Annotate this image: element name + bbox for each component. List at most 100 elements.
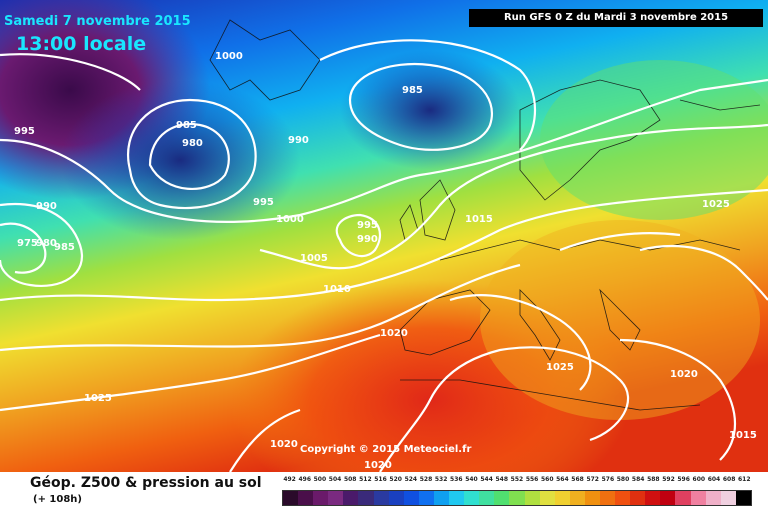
scale-tick-label: 520 bbox=[389, 476, 402, 483]
scale-swatch bbox=[464, 491, 480, 505]
pressure-label: 985 bbox=[402, 85, 423, 96]
pressure-label: 990 bbox=[36, 201, 57, 212]
geopotential-map: 1000 985 995 985 980 990 995 990 975 980… bbox=[0, 0, 768, 472]
scale-swatch bbox=[449, 491, 465, 505]
scale-tick-label: 588 bbox=[647, 476, 660, 483]
pressure-label: 1020 bbox=[364, 460, 392, 471]
scale-tick-label: 504 bbox=[328, 476, 342, 483]
product-title: Géop. Z500 & pression au sol bbox=[30, 475, 262, 491]
scale-tick-label: 604 bbox=[707, 476, 721, 483]
scale-tick-label: 584 bbox=[631, 476, 645, 483]
pressure-label: 990 bbox=[357, 234, 378, 245]
scale-swatch bbox=[720, 491, 736, 505]
pressure-label: 985 bbox=[54, 242, 75, 253]
scale-swatch bbox=[479, 491, 495, 505]
scale-tick-label: 544 bbox=[480, 476, 493, 483]
forecast-time: 13:00 locale bbox=[16, 33, 147, 55]
scale-swatch bbox=[509, 491, 525, 505]
scale-tick-label: 548 bbox=[495, 476, 509, 483]
scale-tick-label: 540 bbox=[465, 476, 478, 483]
scale-swatch bbox=[418, 491, 434, 505]
scale-tick-label: 516 bbox=[374, 476, 387, 483]
scale-swatch bbox=[433, 491, 450, 505]
pressure-label: 995 bbox=[357, 220, 378, 231]
legend-bar: Géop. Z500 & pression au sol (+ 108h) 49… bbox=[0, 472, 768, 512]
pressure-label: 1020 bbox=[670, 369, 698, 380]
pressure-label: 1025 bbox=[702, 199, 730, 210]
scale-swatch bbox=[388, 491, 404, 505]
scale-tick-label: 508 bbox=[343, 476, 357, 483]
scale-swatch bbox=[705, 491, 721, 505]
scale-tick-label: 500 bbox=[313, 476, 327, 483]
pressure-label: 1025 bbox=[84, 393, 112, 404]
scale-tick-label: 596 bbox=[677, 476, 690, 483]
scale-tick-label: 532 bbox=[434, 476, 448, 483]
pressure-label: 1000 bbox=[276, 214, 304, 225]
pressure-label: 995 bbox=[253, 197, 274, 208]
scale-ticks: 492 496 500 504 508 512 516 520 524 528 532 536 540 5… bbox=[282, 476, 752, 488]
scale-tick-label: 572 bbox=[586, 476, 599, 483]
scale-tick-label: 524 bbox=[404, 476, 418, 483]
isobars bbox=[0, 39, 768, 472]
pressure-label: 990 bbox=[288, 135, 309, 146]
scale-tick-label: 536 bbox=[450, 476, 463, 483]
scale-tick-label: 580 bbox=[616, 476, 630, 483]
scale-swatches bbox=[282, 490, 752, 506]
scale-swatch bbox=[298, 491, 314, 505]
scale-swatch bbox=[524, 491, 540, 505]
pressure-labels: 1000 985 995 985 980 990 995 990 975 980… bbox=[14, 51, 757, 471]
scale-swatch bbox=[584, 491, 600, 505]
pressure-label: 980 bbox=[36, 238, 57, 249]
scale-tick-label: 600 bbox=[692, 476, 706, 483]
scale-swatch bbox=[615, 491, 631, 505]
pressure-label: 1015 bbox=[729, 430, 757, 441]
scale-tick-label: 576 bbox=[601, 476, 615, 483]
scale-tick-label: 568 bbox=[571, 476, 584, 483]
pressure-label: 1005 bbox=[300, 253, 328, 264]
scale-swatch bbox=[328, 491, 344, 505]
pressure-label: 1020 bbox=[270, 439, 298, 450]
scale-swatch bbox=[690, 491, 706, 505]
scale-tick-label: 492 bbox=[283, 476, 296, 483]
scale-swatch bbox=[735, 491, 751, 505]
pressure-label: 1000 bbox=[215, 51, 243, 62]
scale-tick-label: 556 bbox=[525, 476, 539, 483]
pressure-label: 995 bbox=[14, 126, 35, 137]
pressure-label: 1015 bbox=[465, 214, 493, 225]
pressure-label: 1010 bbox=[323, 284, 351, 295]
scale-tick-label: 552 bbox=[510, 476, 524, 483]
scale-swatch bbox=[343, 491, 359, 505]
scale-tick-label: 608 bbox=[722, 476, 736, 483]
scale-tick-label: 528 bbox=[419, 476, 433, 483]
scale-swatch bbox=[313, 491, 329, 505]
pressure-label: 975 bbox=[17, 238, 38, 249]
scale-tick-label: 592 bbox=[662, 476, 675, 483]
scale-swatch bbox=[494, 491, 510, 505]
copyright-notice: Copyright © 2015 Meteociel.fr bbox=[300, 444, 472, 455]
scale-swatch bbox=[569, 491, 585, 505]
scale-swatch bbox=[645, 491, 661, 505]
scale-swatch bbox=[554, 491, 570, 505]
scale-swatch bbox=[373, 491, 389, 505]
scale-swatch bbox=[630, 491, 646, 505]
scale-swatch bbox=[539, 491, 555, 505]
scale-tick-label: 560 bbox=[540, 476, 554, 483]
pressure-label: 1025 bbox=[546, 362, 574, 373]
scale-tick-label: 612 bbox=[738, 476, 751, 483]
pressure-label: 1020 bbox=[380, 328, 408, 339]
scale-tick-label: 564 bbox=[556, 476, 569, 483]
scale-tick-label: 512 bbox=[359, 476, 372, 483]
scale-tick-label: 496 bbox=[298, 476, 311, 483]
lead-time: (+ 108h) bbox=[33, 494, 82, 505]
pressure-label: 985 bbox=[176, 120, 197, 131]
scale-swatch bbox=[599, 491, 616, 505]
scale-swatch bbox=[283, 491, 299, 505]
scale-swatch bbox=[358, 491, 374, 505]
scale-swatch bbox=[675, 491, 691, 505]
model-run-label: Run GFS 0 Z du Mardi 3 novembre 2015 bbox=[469, 9, 763, 27]
color-scale: 492 496 500 504 508 512 516 520 524 528 532 536 540 5… bbox=[282, 476, 752, 510]
scale-swatch bbox=[403, 491, 419, 505]
forecast-date: Samedi 7 novembre 2015 bbox=[4, 14, 191, 29]
scale-swatch bbox=[660, 491, 676, 505]
